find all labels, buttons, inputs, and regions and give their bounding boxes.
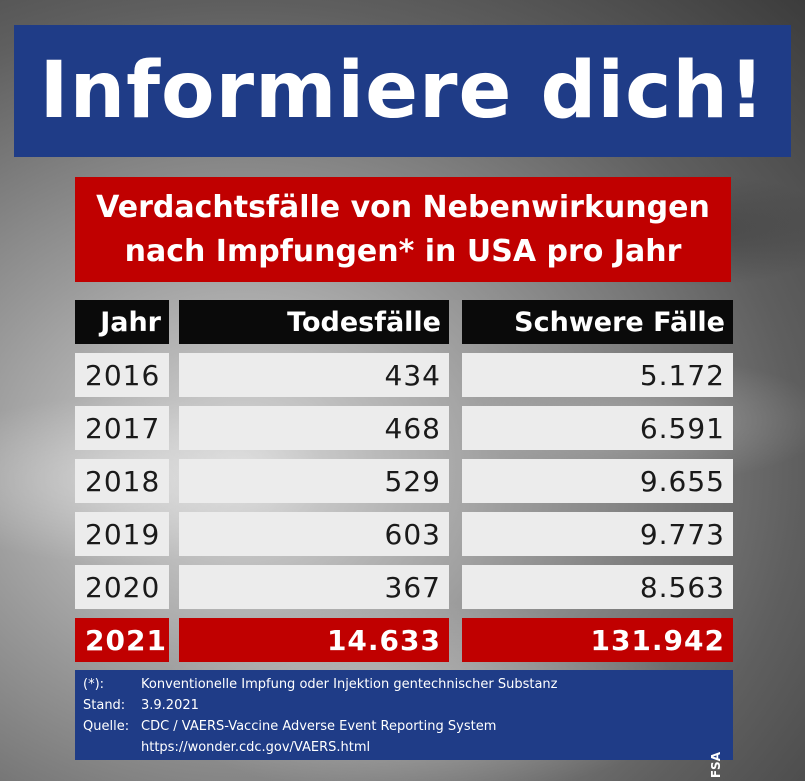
- table-row: 2017 468 6.591: [75, 406, 733, 450]
- deaths-cell: 14.633: [179, 618, 449, 662]
- header-severe-cases: Schwere Fälle: [462, 300, 733, 344]
- year-cell: 2021: [75, 618, 169, 662]
- credit-fsa: FSA: [709, 752, 723, 779]
- date-label: Stand:: [83, 698, 126, 713]
- deaths-cell: 367: [179, 565, 449, 609]
- headline-banner: Informiere dich!: [14, 25, 791, 157]
- subtitle-banner: Verdachtsfälle von Nebenwirkungen nach I…: [75, 177, 731, 282]
- table-row: 2020 367 8.563: [75, 565, 733, 609]
- url-row: https://wonder.cdc.gov/VAERS.html: [83, 737, 725, 758]
- statistics-table: Jahr Todesfälle Schwere Fälle 2016 434 5…: [75, 300, 733, 671]
- footnote-label: (*):: [83, 677, 105, 692]
- year-cell: 2016: [75, 353, 169, 397]
- year-cell: 2019: [75, 512, 169, 556]
- date-text: 3.9.2021: [141, 698, 199, 713]
- subtitle-line-2: nach Impfungen* in USA pro Jahr: [124, 233, 682, 269]
- source-row: Quelle: CDC / VAERS-Vaccine Adverse Even…: [83, 716, 725, 737]
- severe-cell: 8.563: [462, 565, 733, 609]
- table-row: 2018 529 9.655: [75, 459, 733, 503]
- deaths-cell: 603: [179, 512, 449, 556]
- headline-text: Informiere dich!: [39, 46, 766, 136]
- severe-cell: 5.172: [462, 353, 733, 397]
- header-deaths: Todesfälle: [179, 300, 449, 344]
- severe-cell: 6.591: [462, 406, 733, 450]
- severe-cell: 131.942: [462, 618, 733, 662]
- subtitle-line-1: Verdachtsfälle von Nebenwirkungen: [96, 189, 710, 225]
- year-cell: 2018: [75, 459, 169, 503]
- table-row: 2019 603 9.773: [75, 512, 733, 556]
- year-cell: 2017: [75, 406, 169, 450]
- deaths-cell: 468: [179, 406, 449, 450]
- deaths-cell: 434: [179, 353, 449, 397]
- year-cell: 2020: [75, 565, 169, 609]
- source-text: CDC / VAERS-Vaccine Adverse Event Report…: [141, 719, 497, 734]
- date-row: Stand: 3.9.2021: [83, 695, 725, 716]
- footer-notes: (*): Konventionelle Impfung oder Injekti…: [75, 670, 733, 778]
- highlight-row-2021: 2021 14.633 131.942: [75, 618, 733, 662]
- table-row: 2016 434 5.172: [75, 353, 733, 397]
- severe-cell: 9.773: [462, 512, 733, 556]
- severe-cell: 9.655: [462, 459, 733, 503]
- source-url: https://wonder.cdc.gov/VAERS.html: [141, 740, 371, 755]
- source-label: Quelle:: [83, 719, 130, 734]
- table-header-row: Jahr Todesfälle Schwere Fälle: [75, 300, 733, 344]
- deaths-cell: 529: [179, 459, 449, 503]
- footnote-row: (*): Konventionelle Impfung oder Injekti…: [83, 674, 725, 695]
- header-year: Jahr: [75, 300, 169, 344]
- footnote-text: Konventionelle Impfung oder Injektion ge…: [141, 677, 558, 692]
